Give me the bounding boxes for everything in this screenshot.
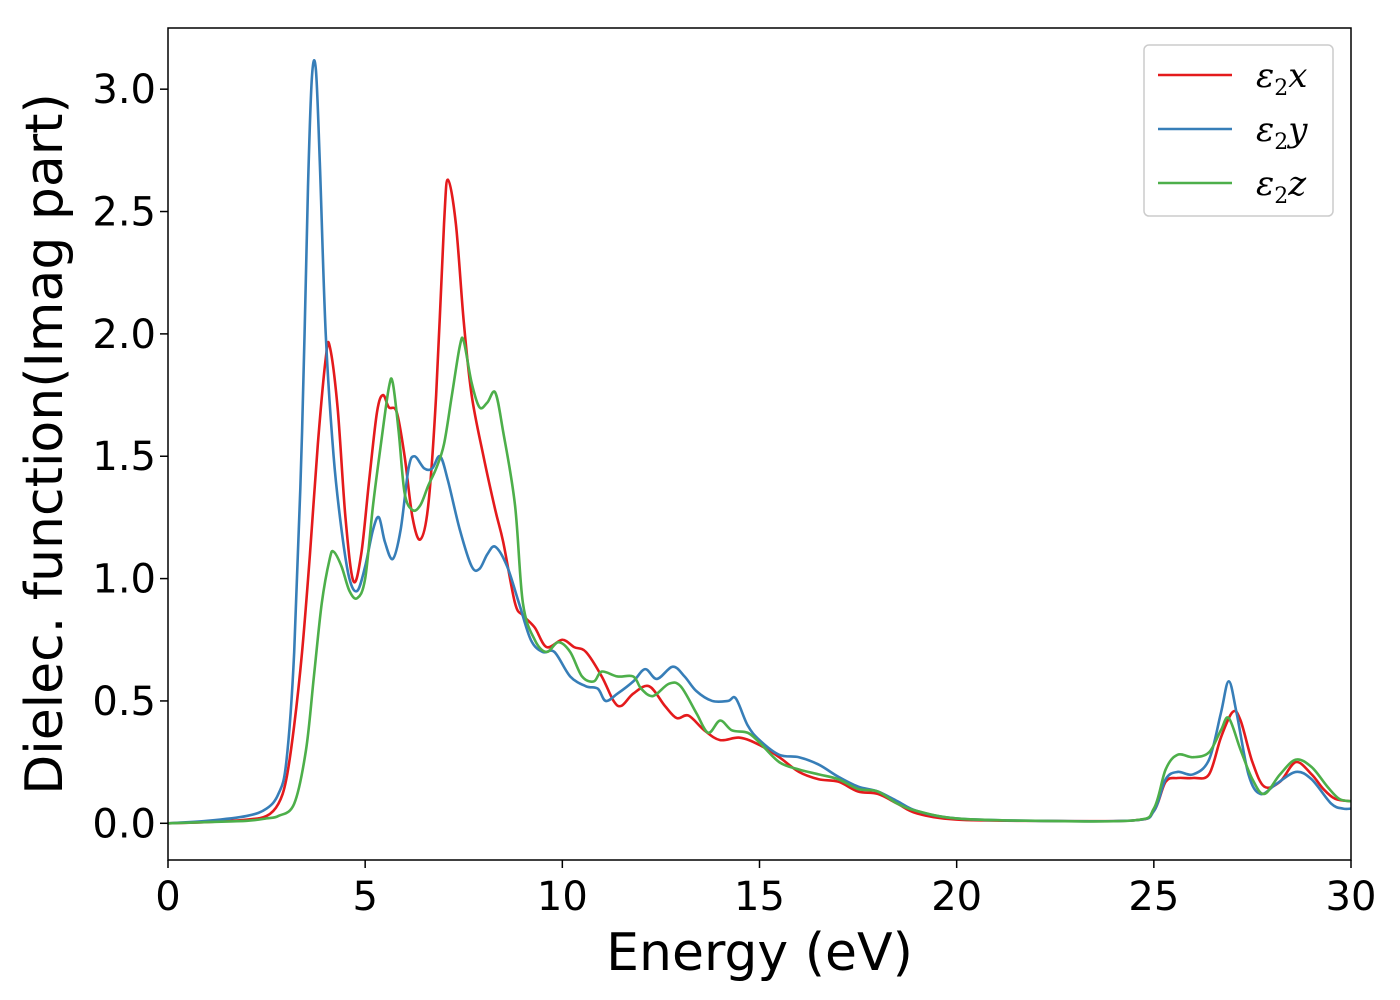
y-tick-label: 2.5 [92,190,156,236]
x-axis-title: Energy (eV) [606,923,913,983]
y-tick-label: 1.0 [92,557,156,603]
y-tick-label: 3.0 [92,67,156,113]
legend-label-y: ε2y [1256,110,1308,155]
x-tick-label: 10 [537,874,588,920]
series-line-y [168,59,1351,825]
legend-label-x: ε2x [1256,56,1307,101]
y-tick-label: 0.5 [92,679,156,725]
y-tick-label: 0.0 [92,801,156,847]
x-tick-label: 20 [931,874,982,920]
series-line-x [168,178,1351,825]
x-tick-label: 5 [352,874,377,920]
y-axis: 0.0 0.5 1.0 1.5 2.0 2.5 3.0 [92,67,168,847]
y-axis-title: Dielec. function(Imag part) [15,93,75,795]
y-tick-label: 1.5 [92,434,156,480]
x-tick-label: 25 [1128,874,1179,920]
x-tick-label: 30 [1326,874,1377,920]
legend: ε2x ε2y ε2z [1143,44,1334,217]
legend-label-z: ε2z [1256,164,1307,209]
series-line-z [168,336,1351,825]
x-tick-label: 15 [734,874,785,920]
legend-box [1143,44,1334,217]
series-layer [168,59,1351,825]
x-axis: 0 5 10 15 20 25 30 [155,860,1376,920]
x-tick-label: 0 [155,874,180,920]
y-tick-label: 2.0 [92,312,156,358]
